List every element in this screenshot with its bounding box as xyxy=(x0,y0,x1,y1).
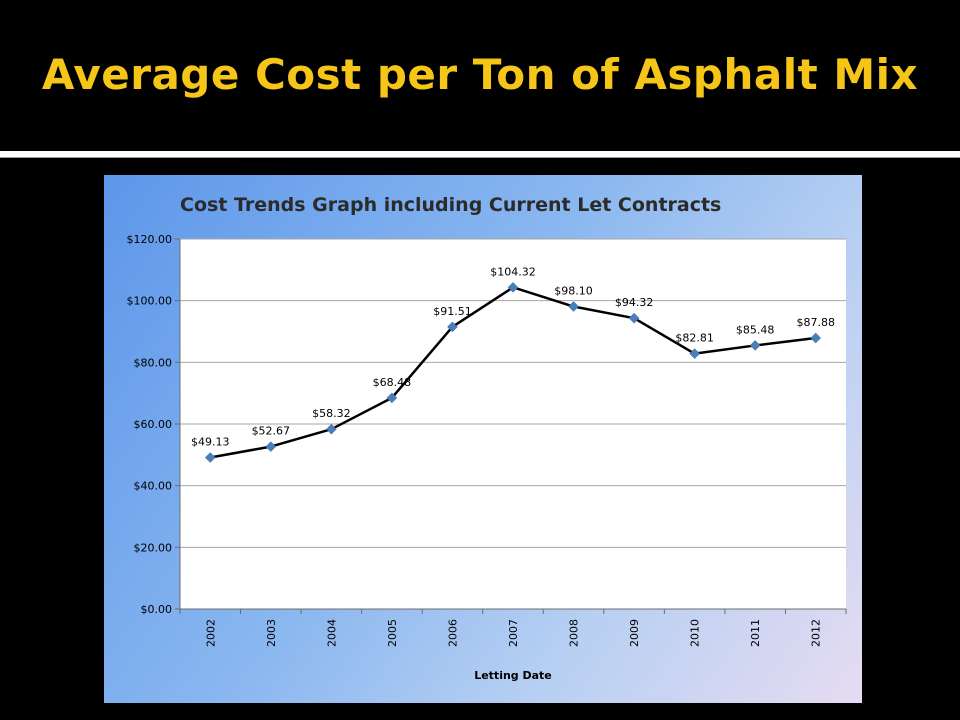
chart-title: Cost Trends Graph including Current Let … xyxy=(180,194,721,216)
data-point xyxy=(749,340,761,351)
x-axis-title: Letting Date xyxy=(474,669,552,682)
y-tick-label: $120.00 xyxy=(127,233,173,246)
title-divider xyxy=(0,151,960,158)
data-point xyxy=(265,441,277,452)
x-tick-label: 2007 xyxy=(507,619,520,647)
data-label: $104.32 xyxy=(490,265,536,278)
data-label: $87.88 xyxy=(796,316,835,329)
slide-title: Average Cost per Ton of Asphalt Mix xyxy=(41,50,919,99)
data-point xyxy=(689,348,700,360)
data-label: $58.32 xyxy=(312,407,351,420)
data-label: $94.32 xyxy=(615,296,654,309)
x-axis-ticks: 2002 2003 2004 2005 2006 2007 2008 2009 2010 2011… xyxy=(204,619,822,647)
chart-panel: Cost Trends Graph including Current Let … xyxy=(104,175,862,703)
data-label: $68.48 xyxy=(373,376,412,389)
x-tick-label: 2005 xyxy=(386,619,399,647)
data-point xyxy=(386,392,398,404)
x-tick-label: 2012 xyxy=(810,619,823,647)
x-tick-label: 2010 xyxy=(689,619,702,647)
x-tick-label: 2004 xyxy=(325,619,338,647)
data-point xyxy=(204,452,216,463)
x-tick-label: 2011 xyxy=(749,619,762,647)
data-label: $52.67 xyxy=(252,425,291,438)
data-point xyxy=(447,321,458,333)
data-label: $91.51 xyxy=(433,305,472,318)
data-label: $49.13 xyxy=(191,436,230,449)
x-tick-label: 2006 xyxy=(446,619,459,647)
y-tick-label: $60.00 xyxy=(134,418,173,431)
x-tick-label: 2002 xyxy=(204,619,217,647)
series-markers xyxy=(204,281,822,463)
data-label: $82.81 xyxy=(675,332,714,345)
data-point xyxy=(326,423,337,435)
y-tick-label: $80.00 xyxy=(134,356,173,369)
y-tick-label: $40.00 xyxy=(134,480,173,493)
x-tick-label: 2009 xyxy=(628,619,641,647)
data-label: $98.10 xyxy=(554,285,593,298)
axes xyxy=(175,238,847,614)
y-axis-ticks: $0.00 $20.00 $40.00 $60.00 $80.00 $100.00 $120… xyxy=(127,233,173,616)
line-chart: Cost Trends Graph including Current Let … xyxy=(127,194,847,682)
y-tick-label: $20.00 xyxy=(134,541,173,554)
data-point xyxy=(568,301,579,312)
data-label: $85.48 xyxy=(736,323,775,336)
data-point xyxy=(507,281,519,293)
x-tick-label: 2008 xyxy=(568,619,581,647)
data-point xyxy=(628,312,640,324)
y-tick-label: $100.00 xyxy=(127,295,173,308)
data-labels: $49.13 $52.67 $58.32 $68.48 $91.51 $104.32 $98… xyxy=(191,265,835,448)
y-tick-label: $0.00 xyxy=(141,603,173,616)
data-point xyxy=(810,332,822,344)
x-tick-label: 2003 xyxy=(265,619,278,647)
